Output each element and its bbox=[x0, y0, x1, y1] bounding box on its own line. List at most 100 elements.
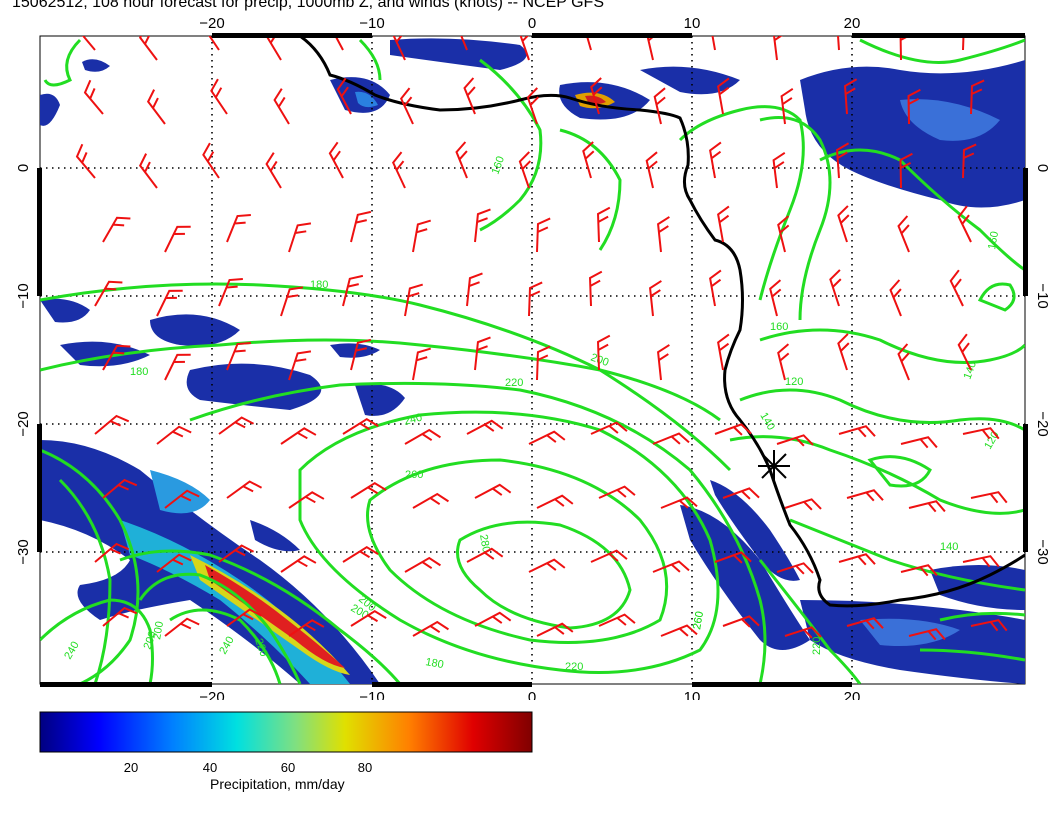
wind-barb bbox=[536, 345, 551, 381]
wind-barb bbox=[714, 423, 752, 436]
wind-barb bbox=[838, 425, 876, 438]
wind-barb bbox=[645, 151, 658, 189]
wind-barb bbox=[657, 344, 670, 381]
wind-barb bbox=[218, 416, 255, 435]
wind-barb bbox=[75, 143, 96, 179]
wind-barb bbox=[94, 542, 130, 563]
wind-barb bbox=[94, 414, 130, 435]
wind-barb bbox=[265, 152, 282, 189]
wind-barb bbox=[412, 620, 449, 637]
wind-barb bbox=[455, 36, 468, 51]
wind-barb bbox=[776, 562, 814, 575]
lon-label-bottom: 0 bbox=[528, 689, 536, 700]
wind-barb bbox=[709, 141, 722, 179]
wind-barb bbox=[528, 430, 566, 445]
contour-label: 120 bbox=[785, 376, 803, 388]
wind-barb bbox=[836, 36, 850, 51]
lon-label-top: 0 bbox=[528, 15, 536, 32]
colorbar-tick-label: 80 bbox=[358, 760, 372, 775]
contour-label: 220 bbox=[252, 637, 270, 658]
wind-barb bbox=[474, 208, 491, 243]
contour-label: 220 bbox=[505, 377, 523, 389]
lat-label-left: −20 bbox=[15, 411, 32, 436]
wind-barb bbox=[288, 350, 312, 381]
wind-barb bbox=[528, 281, 543, 317]
wind-barb bbox=[652, 432, 690, 445]
wind-barb bbox=[466, 419, 504, 435]
wind-barb bbox=[399, 87, 414, 125]
wind-barb bbox=[350, 210, 372, 243]
lat-label-left: −30 bbox=[15, 539, 32, 564]
wind-barb bbox=[777, 343, 790, 381]
colorbar-ticks: 20 40 60 80 bbox=[124, 760, 372, 775]
wind-barb bbox=[653, 87, 666, 125]
contour-label: 180 bbox=[130, 366, 148, 378]
wind-barb bbox=[350, 609, 387, 627]
wind-barb bbox=[536, 622, 574, 637]
contour-label: 260 bbox=[405, 469, 423, 481]
wind-barb bbox=[202, 142, 220, 179]
wind-barb bbox=[957, 205, 972, 243]
height-contours bbox=[40, 38, 1025, 684]
wind-barb bbox=[288, 619, 325, 637]
contour-label: 160 bbox=[986, 230, 1001, 250]
wind-barb bbox=[164, 225, 191, 253]
wind-barb bbox=[226, 213, 251, 243]
wind-barb bbox=[970, 79, 985, 115]
wind-barb bbox=[474, 336, 491, 371]
wind-barb bbox=[102, 478, 138, 499]
wind-barb bbox=[838, 553, 876, 566]
wind-barb bbox=[342, 274, 364, 307]
wind-barb bbox=[342, 545, 379, 563]
wind-barb bbox=[138, 36, 158, 61]
contour-label: 220 bbox=[565, 661, 583, 673]
wind-barb bbox=[709, 36, 722, 51]
wind-barbs bbox=[75, 36, 1008, 641]
wind-barb bbox=[463, 77, 476, 115]
wind-barb bbox=[404, 428, 441, 445]
contour-label: 200 bbox=[151, 620, 166, 640]
wind-barb bbox=[156, 289, 183, 317]
wind-barb bbox=[962, 143, 977, 179]
wind-barb bbox=[391, 36, 406, 61]
contour-label: 180 bbox=[424, 656, 444, 671]
wind-barb bbox=[784, 626, 822, 639]
contour-label: 160 bbox=[770, 321, 788, 333]
wind-barb bbox=[288, 222, 312, 253]
wind-barb bbox=[649, 280, 662, 317]
station-marker-icon bbox=[758, 450, 790, 482]
wind-barb bbox=[391, 151, 406, 189]
wind-barb bbox=[536, 217, 551, 253]
lat-label-right: −30 bbox=[1034, 539, 1051, 564]
contour-label: 180 bbox=[310, 279, 328, 291]
wind-barb bbox=[590, 549, 628, 563]
wind-barb bbox=[75, 36, 96, 51]
contour-label: 200 bbox=[142, 630, 160, 651]
wind-barb bbox=[598, 485, 636, 499]
wind-barb bbox=[412, 492, 449, 509]
wind-barb bbox=[907, 88, 921, 125]
lat-label-left: 0 bbox=[15, 164, 32, 172]
wind-barb bbox=[589, 270, 603, 307]
wind-barb bbox=[722, 615, 760, 628]
wind-barb bbox=[102, 606, 138, 627]
lat-label-left: −10 bbox=[15, 283, 32, 308]
wind-barb bbox=[226, 608, 263, 627]
wind-barb bbox=[336, 77, 352, 115]
wind-barb bbox=[536, 494, 574, 509]
colorbar-tick-label: 20 bbox=[124, 760, 138, 775]
wind-barb bbox=[597, 334, 611, 371]
wind-barb bbox=[94, 280, 123, 307]
wind-barb bbox=[156, 553, 192, 573]
wind-barb bbox=[350, 338, 372, 371]
wind-barb bbox=[897, 343, 910, 381]
wind-barb bbox=[889, 279, 902, 317]
lon-label-top: 10 bbox=[684, 15, 701, 32]
wind-barb bbox=[328, 36, 344, 51]
wind-barb bbox=[590, 421, 628, 435]
lon-label-bottom: 20 bbox=[844, 689, 861, 700]
wind-barb bbox=[518, 151, 532, 189]
wind-barb bbox=[780, 87, 794, 125]
wind-barb bbox=[83, 79, 104, 115]
lat-tick-labels: 0 −10 −20 −30 0 −10 −20 −30 bbox=[15, 164, 1051, 565]
